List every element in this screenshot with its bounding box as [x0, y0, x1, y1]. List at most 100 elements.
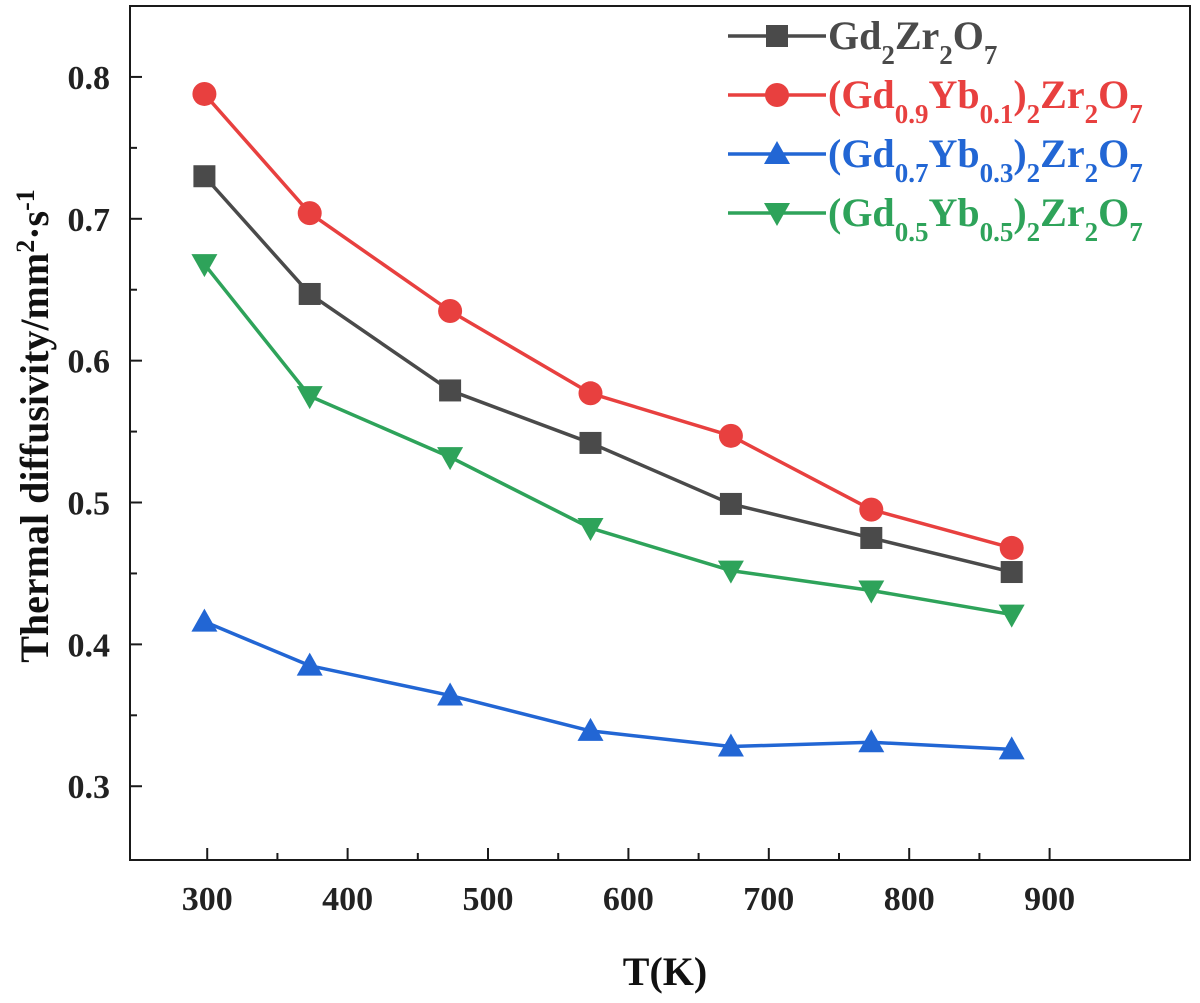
data-point: [192, 81, 217, 106]
text-fragment: 2: [1085, 99, 1099, 129]
legend-label: (Gd0.9Yb0.1)2Zr2O7: [828, 72, 1143, 129]
data-point: [858, 580, 885, 604]
text-fragment: Thermal diffusivity/mm: [12, 253, 57, 663]
x-tick-label: 600: [603, 881, 654, 918]
text-fragment: 0.7: [895, 158, 929, 188]
text-fragment: (Gd: [828, 131, 895, 176]
data-point: [296, 386, 323, 410]
text-fragment: 7: [1129, 158, 1143, 188]
data-point: [1000, 561, 1023, 584]
data-point: [191, 608, 218, 632]
text-fragment: O: [953, 13, 984, 58]
series-0: [193, 165, 1023, 584]
x-tick-label: 400: [322, 881, 373, 918]
data-point: [718, 423, 743, 448]
y-tick-label: 0.6: [68, 344, 111, 381]
text-fragment: Yb: [928, 190, 979, 235]
legend-marker: [764, 203, 790, 226]
text-fragment: 2: [1085, 158, 1099, 188]
text-fragment: Yb: [928, 131, 979, 176]
data-point: [859, 497, 884, 522]
data-point: [717, 733, 744, 757]
legend-marker: [764, 141, 790, 164]
data-point: [437, 447, 464, 471]
data-point: [577, 518, 604, 542]
text-fragment: O: [1098, 190, 1129, 235]
data-point: [858, 729, 885, 753]
data-point: [439, 379, 462, 402]
text-fragment: ): [1013, 190, 1026, 235]
data-point: [999, 535, 1024, 560]
x-axis-title: T(K): [623, 949, 707, 994]
x-tick-label: 800: [884, 881, 935, 918]
data-point: [191, 254, 218, 278]
text-fragment: -1: [11, 189, 40, 211]
legend-entry: (Gd0.7Yb0.3)2Zr2O7: [728, 131, 1143, 188]
series-1: [192, 81, 1024, 560]
legend-marker: [765, 83, 789, 107]
data-point: [578, 381, 603, 406]
text-fragment: Gd: [828, 13, 881, 58]
legend-label: (Gd0.7Yb0.3)2Zr2O7: [828, 131, 1143, 188]
series-layer: [191, 81, 1025, 760]
data-point: [998, 736, 1025, 760]
legend-entry: (Gd0.9Yb0.1)2Zr2O7: [728, 72, 1143, 129]
text-fragment: 2: [1027, 217, 1041, 247]
text-fragment: ): [1013, 131, 1026, 176]
series-line: [203, 175, 1013, 574]
text-fragment: Yb: [928, 72, 979, 117]
text-fragment: 2: [881, 40, 895, 70]
x-tick-label: 300: [182, 881, 233, 918]
text-fragment: 2: [939, 40, 953, 70]
text-fragment: 2: [11, 240, 40, 253]
legend-label: (Gd0.5Yb0.5)2Zr2O7: [828, 190, 1143, 247]
text-fragment: (Gd: [828, 190, 895, 235]
y-tick-label: 0.4: [68, 627, 111, 664]
text-fragment: 2: [1085, 217, 1099, 247]
data-point: [296, 652, 323, 676]
text-fragment: 0.5: [895, 217, 929, 247]
y-tick-label: 0.7: [68, 202, 111, 239]
axes: 300 400 500 600 700 800 900 0.3 0.4 0.5 0.6 0.7 0.8: [68, 5, 1191, 918]
plot-frame: [129, 5, 1191, 861]
text-fragment: Zr: [1040, 72, 1084, 117]
data-point: [438, 299, 463, 323]
text-fragment: 0.3: [980, 158, 1014, 188]
legend-marker: [766, 25, 788, 47]
text-fragment: 0.1: [980, 99, 1014, 129]
text-fragment: O: [1098, 72, 1129, 117]
text-fragment: ): [1013, 72, 1026, 117]
y-axis-title: Thermal diffusivity/mm2·s-1: [11, 189, 58, 663]
data-point: [437, 682, 464, 706]
text-fragment: O: [1098, 131, 1129, 176]
data-point: [577, 717, 604, 741]
text-fragment: Zr: [1040, 190, 1084, 235]
text-fragment: 7: [1129, 217, 1143, 247]
data-point: [998, 604, 1025, 628]
x-tick-label: 900: [1024, 881, 1075, 918]
text-fragment: 2: [1027, 99, 1041, 129]
data-point: [860, 526, 883, 549]
legend-entry: Gd2Zr2O7: [728, 13, 997, 70]
text-fragment: ·s: [12, 211, 57, 240]
legend-label: Gd2Zr2O7: [828, 13, 997, 70]
y-tick-label: 0.3: [68, 769, 111, 806]
series-3: [191, 254, 1025, 628]
text-fragment: (Gd: [828, 72, 895, 117]
data-point: [193, 165, 216, 188]
x-tick-label: 700: [743, 881, 794, 918]
text-fragment: 7: [984, 40, 998, 70]
data-point: [717, 560, 744, 584]
legend-entry: (Gd0.5Yb0.5)2Zr2O7: [728, 190, 1143, 247]
text-fragment: Zr: [895, 13, 939, 58]
text-fragment: 0.9: [895, 99, 929, 129]
series-line: [203, 263, 1012, 617]
y-tick-label: 0.5: [68, 486, 111, 523]
x-tick-label: 500: [463, 881, 514, 918]
y-tick-label: 0.8: [68, 60, 111, 97]
series-2: [191, 608, 1025, 760]
text-fragment: Zr: [1040, 131, 1084, 176]
data-point: [297, 201, 322, 226]
data-point: [719, 492, 742, 515]
